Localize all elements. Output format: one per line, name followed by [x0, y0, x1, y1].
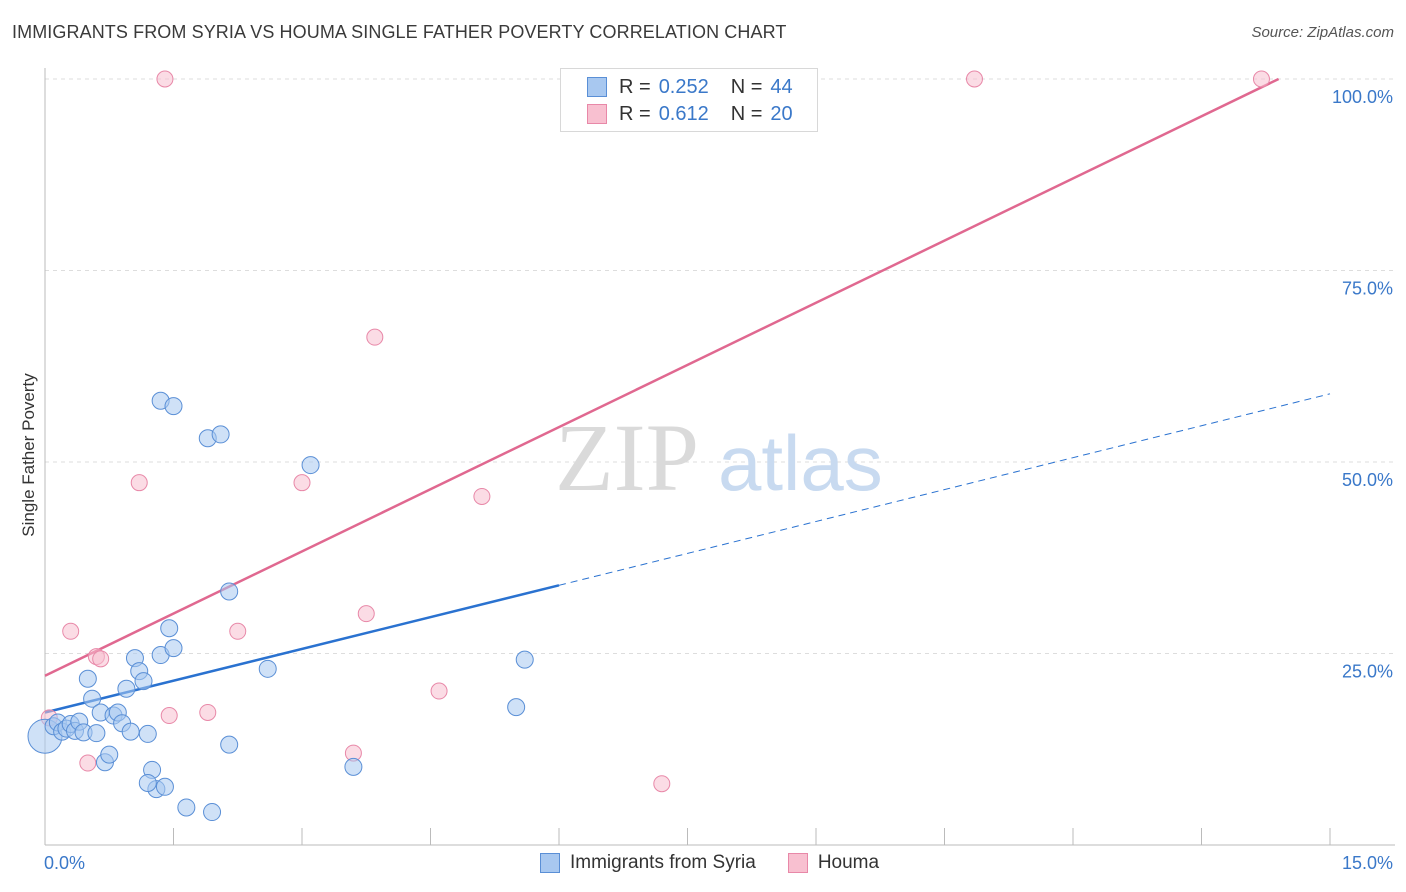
legend-n-label: N = — [730, 102, 763, 125]
data-point-syria — [515, 650, 534, 669]
data-point-syria — [134, 672, 153, 691]
data-point-houma — [130, 474, 148, 492]
data-point-syria — [100, 745, 119, 764]
data-point-syria — [138, 724, 157, 743]
source-label: Source: ZipAtlas.com — [1251, 24, 1394, 41]
y-tick-label: 75.0% — [1342, 279, 1393, 299]
legend-r-label: R = — [619, 75, 651, 98]
legend-n-value: 44 — [770, 75, 793, 98]
y-tick-label: 50.0% — [1342, 470, 1393, 490]
data-point-houma — [229, 622, 247, 640]
y-tick-label: 100.0% — [1332, 87, 1393, 107]
legend-n-label: N = — [730, 75, 763, 98]
correlation-legend: R = 0.252 N = 44 R = 0.612 N = 20 — [560, 68, 818, 132]
legend-row-houma: R = 0.612 N = 20 — [587, 101, 793, 127]
data-point-syria — [164, 397, 183, 416]
series-legend-label: Houma — [817, 852, 880, 873]
data-point-syria — [220, 582, 239, 601]
series-swatch-blue — [540, 853, 560, 873]
series-swatch-pink — [787, 853, 808, 873]
data-point-syria — [87, 724, 106, 743]
data-point-houma — [62, 622, 80, 640]
data-point-syria — [121, 722, 140, 741]
y-tick-label: 25.0% — [1342, 662, 1393, 682]
legend-r-value: 0.612 — [658, 102, 709, 125]
series-legend-item-houma: Houma — [787, 852, 880, 874]
y-axis-label: Single Father Poverty — [19, 373, 38, 537]
data-point-syria — [164, 639, 183, 658]
x-tick-label: 15.0% — [1342, 853, 1393, 873]
series-legend-item-syria: Immigrants from Syria — [540, 852, 756, 874]
x-tick-label: 0.0% — [44, 853, 85, 873]
data-point-syria — [301, 456, 320, 475]
data-point-syria — [155, 777, 174, 796]
data-point-houma — [156, 70, 174, 88]
data-point-syria — [203, 803, 222, 822]
data-point-houma — [1252, 70, 1270, 88]
data-point-houma — [430, 682, 448, 700]
data-point-houma — [160, 707, 178, 725]
gridlines — [45, 78, 1395, 654]
trendlines — [44, 77, 1331, 714]
data-point-syria — [258, 659, 277, 678]
data-point-houma — [79, 754, 97, 772]
chart-title: IMMIGRANTS FROM SYRIA VS HOUMA SINGLE FA… — [12, 22, 787, 42]
data-point-syria — [117, 679, 136, 698]
legend-r-label: R = — [619, 102, 651, 125]
legend-n-value: 20 — [770, 102, 793, 125]
legend-row-syria: R = 0.252 N = 44 — [587, 74, 793, 100]
watermark-zip: ZIP — [555, 404, 699, 511]
data-point-houma — [92, 650, 110, 668]
data-point-houma — [653, 775, 671, 793]
watermark-atlas: atlas — [718, 419, 883, 507]
data-point-syria — [507, 698, 526, 717]
legend-r-value: 0.252 — [658, 75, 709, 98]
data-point-houma — [965, 70, 983, 88]
data-point-syria — [220, 735, 239, 754]
data-point-syria — [344, 757, 363, 776]
watermark: ZIP atlas — [555, 404, 883, 511]
data-point-syria — [83, 689, 102, 708]
data-point-syria — [160, 619, 179, 638]
data-point-syria — [138, 773, 157, 792]
data-point-houma — [366, 328, 384, 346]
series-legend: Immigrants from Syria Houma — [540, 852, 911, 874]
data-point-houma — [357, 605, 375, 623]
data-point-syria — [211, 425, 230, 444]
data-point-houma — [293, 474, 311, 492]
legend-swatch-pink — [587, 104, 607, 124]
data-point-syria — [177, 798, 196, 817]
data-point-houma — [473, 487, 491, 505]
legend-swatch-blue — [587, 77, 607, 97]
series-legend-label: Immigrants from Syria — [570, 852, 756, 873]
trendline-syria-extension — [558, 393, 1331, 586]
data-point-houma — [199, 703, 217, 721]
tick-labels: 25.0% 50.0% 75.0% 100.0% 0.0% 15.0% — [44, 87, 1393, 873]
data-point-syria — [78, 669, 97, 688]
trendline-houma — [44, 77, 1280, 677]
